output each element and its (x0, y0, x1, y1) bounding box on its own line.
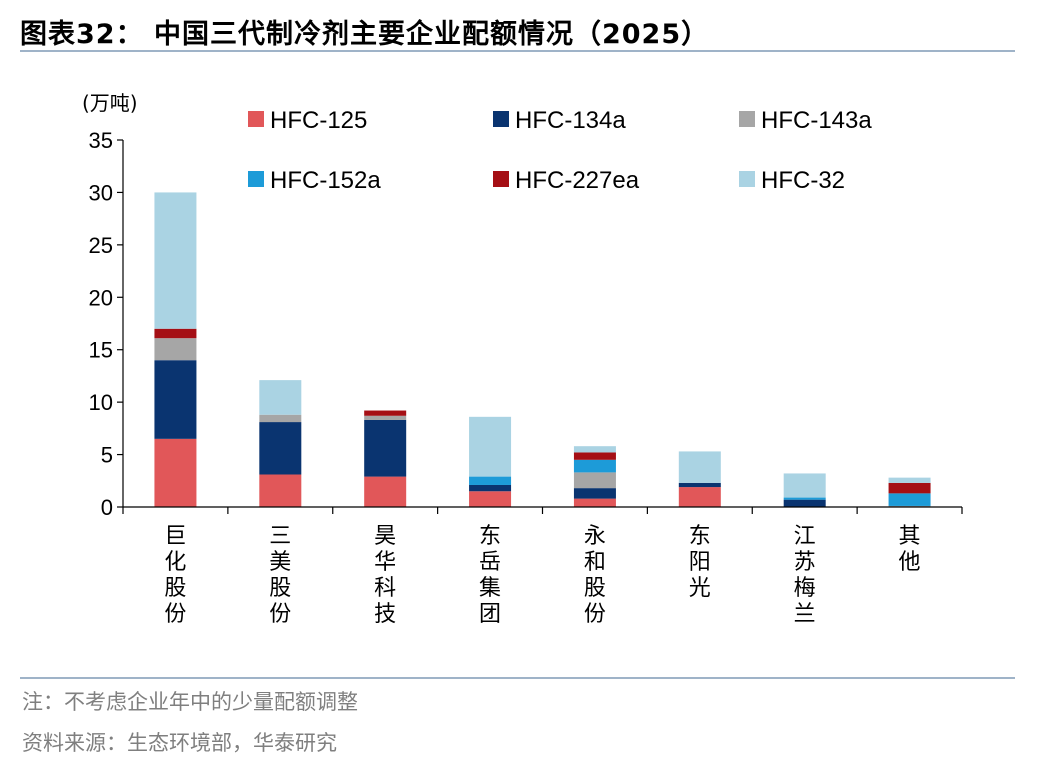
bar-segment (259, 474, 302, 507)
bar-segment (888, 493, 931, 506)
bar-segment (154, 438, 197, 507)
category-label: 其他 (899, 524, 921, 575)
bar-segment (678, 451, 721, 483)
source-note: 资料来源：生态环境部，华泰研究 (22, 731, 337, 755)
bar-segment (154, 328, 197, 339)
x-axis: 巨化股份 三美股份 昊华科技 东岳集团 永和股份 东阳光 江苏梅兰 其他 (122, 506, 963, 627)
bar-segment (154, 192, 197, 329)
title-divider (20, 50, 1015, 52)
bar-segment (783, 499, 826, 507)
bar-segment (364, 415, 407, 420)
bar-segment (154, 338, 197, 361)
footer-divider (20, 677, 1015, 679)
bar-segment (888, 482, 931, 494)
bar-segment (469, 476, 512, 485)
category-label: 巨化股份 (164, 524, 186, 627)
bar-segment (678, 487, 721, 507)
category-label: 昊华科技 (374, 524, 396, 627)
legend-label: HFC-125 (270, 107, 367, 134)
bar-segment (573, 498, 616, 507)
legend-label: HFC-32 (761, 167, 845, 194)
legend-label: HFC-143a (761, 107, 872, 134)
bar-segment (573, 488, 616, 499)
legend-swatch (248, 111, 264, 127)
bar-segment (364, 476, 407, 507)
legend-swatch (248, 171, 264, 187)
y-tick-label: 5 (101, 443, 113, 468)
footnote: 注：不考虑企业年中的少量配额调整 (22, 690, 358, 714)
bar-segment (573, 459, 616, 473)
bar-segment (469, 491, 512, 507)
bar-segment (783, 473, 826, 498)
y-tick-label: 0 (101, 495, 113, 520)
legend-label: HFC-227ea (515, 167, 640, 194)
bar-segment (364, 419, 407, 477)
bar-segment (259, 380, 302, 415)
bar-segment (259, 422, 302, 475)
y-tick-label: 35 (89, 128, 113, 153)
bar-segment (573, 472, 616, 489)
legend-swatch (739, 171, 755, 187)
chart-legend: HFC-125 HFC-134a HFC-143a HFC-152a HFC-227ea… (248, 107, 872, 194)
chart-title: 图表32： 中国三代制冷剂主要企业配额情况（2025） (20, 19, 710, 50)
bar-segment (678, 482, 721, 488)
category-label: 三美股份 (269, 524, 291, 627)
legend-label: HFC-134a (515, 107, 626, 134)
y-tick-label: 25 (89, 233, 113, 258)
bar-segment (154, 360, 197, 439)
bar-segment (259, 414, 302, 423)
category-label: 东岳集团 (479, 524, 501, 627)
y-tick-label: 30 (89, 180, 113, 205)
category-label: 永和股份 (584, 524, 606, 627)
bar-segment (888, 477, 931, 483)
category-label: 东阳光 (689, 524, 711, 601)
bar-segment (573, 446, 616, 453)
y-axis: 0 5 10 15 20 25 30 35 (89, 128, 124, 520)
y-axis-unit-label: (万吨) (82, 91, 138, 115)
legend-swatch (493, 171, 509, 187)
bar-series-group (154, 192, 931, 507)
legend-swatch (493, 111, 509, 127)
bar-segment (469, 484, 512, 492)
legend-label: HFC-152a (270, 167, 381, 194)
y-tick-label: 10 (89, 390, 113, 415)
legend-swatch (739, 111, 755, 127)
bar-segment (573, 452, 616, 460)
y-tick-label: 20 (89, 285, 113, 310)
bar-segment (783, 497, 826, 500)
category-label: 江苏梅兰 (794, 524, 816, 627)
y-tick-label: 15 (89, 338, 113, 363)
bar-segment (364, 410, 407, 416)
bar-segment (469, 416, 512, 477)
